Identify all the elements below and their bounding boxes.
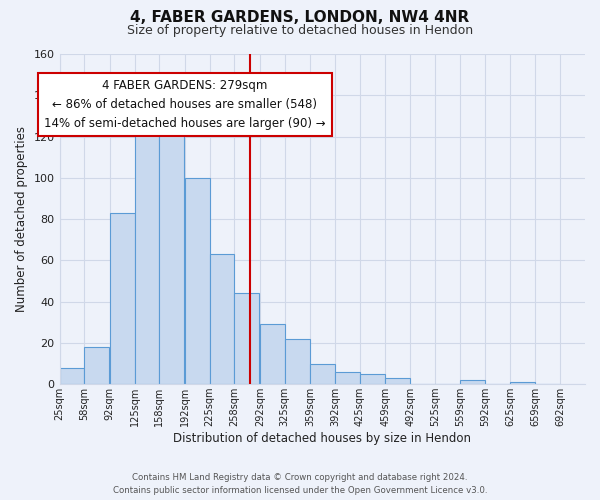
Bar [134,110,160,384]
Bar [310,364,335,384]
Bar [160,134,184,384]
Bar [85,347,109,384]
Bar [185,178,209,384]
Bar [110,213,134,384]
Text: Size of property relative to detached houses in Hendon: Size of property relative to detached ho… [127,24,473,37]
Bar [209,254,235,384]
Bar [235,294,259,384]
Bar [360,374,385,384]
Bar [460,380,485,384]
Bar [260,324,285,384]
Text: Contains HM Land Registry data © Crown copyright and database right 2024.
Contai: Contains HM Land Registry data © Crown c… [113,474,487,495]
Bar [285,339,310,384]
X-axis label: Distribution of detached houses by size in Hendon: Distribution of detached houses by size … [173,432,471,445]
Bar [510,382,535,384]
Text: 4 FABER GARDENS: 279sqm
← 86% of detached houses are smaller (548)
14% of semi-d: 4 FABER GARDENS: 279sqm ← 86% of detache… [44,79,326,130]
Text: 4, FABER GARDENS, LONDON, NW4 4NR: 4, FABER GARDENS, LONDON, NW4 4NR [130,10,470,25]
Bar [59,368,85,384]
Bar [335,372,360,384]
Bar [385,378,410,384]
Y-axis label: Number of detached properties: Number of detached properties [15,126,28,312]
